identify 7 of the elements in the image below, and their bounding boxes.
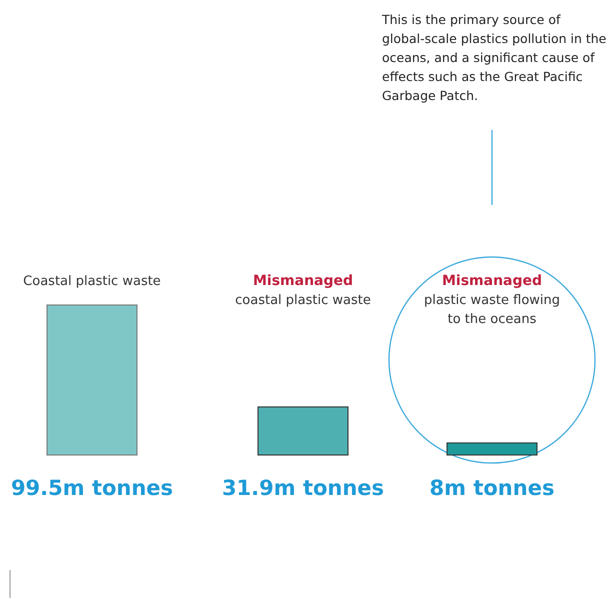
data-label: 31.9m tonnes bbox=[222, 476, 384, 500]
x-tick-label: Mismanaged coastal plastic waste bbox=[235, 273, 371, 308]
text: This is the primary source of global-scale plastics pollution in the oceans, and a significant cause of effects such as the Great Pacific Garbage Patch. bbox=[381, 12, 607, 103]
x-tick-label: Coastal plastic waste bbox=[23, 274, 161, 289]
x-tick-label: Mismanaged plastic waste flowing to the oceans bbox=[424, 273, 560, 327]
data-label: 8m tonnes bbox=[430, 476, 554, 500]
data-label: 99.5m tonnes bbox=[10, 476, 174, 500]
